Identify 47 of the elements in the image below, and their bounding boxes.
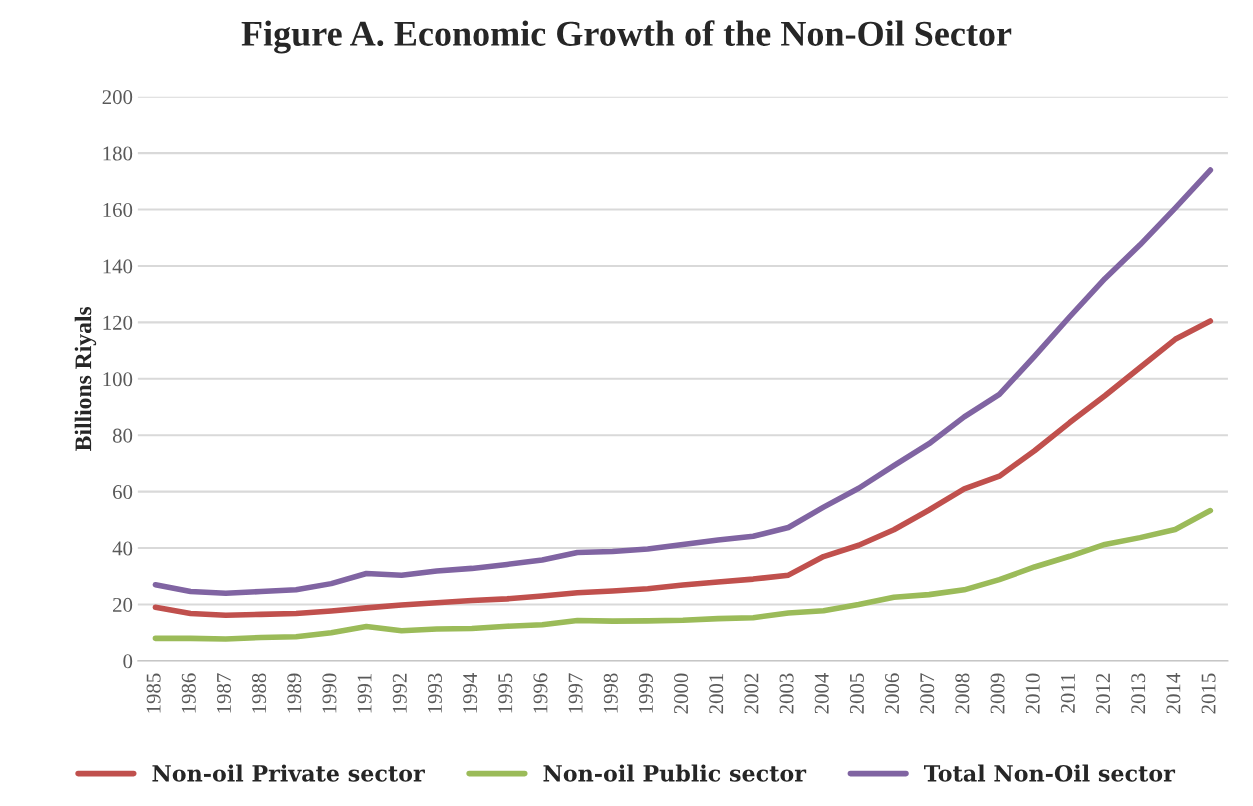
x-tick-label: 1999	[638, 673, 653, 713]
x-tick-label: 1994	[463, 673, 478, 713]
x-tick-label: 2015	[1201, 673, 1216, 714]
x-tick-label: 2008	[955, 673, 970, 714]
x-tick-label: 1995	[498, 673, 513, 713]
x-tick-label: 1987	[216, 673, 231, 713]
x-tick-label: 1992	[392, 673, 407, 713]
y-tick-label: 20	[113, 597, 133, 612]
y-tick-label: 100	[103, 372, 133, 387]
x-tick-label: 2009	[990, 673, 1005, 714]
x-tick-label: 2010	[1025, 673, 1040, 714]
x-tick-label: 1996	[533, 673, 548, 713]
x-tick-label: 2005	[849, 673, 864, 714]
x-tick-label: 1985	[146, 673, 161, 713]
y-tick-label: 40	[112, 541, 133, 556]
x-tick-label: 2003	[779, 673, 794, 714]
x-tick-label: 2004	[814, 673, 829, 714]
y-tick-label: 0	[123, 654, 133, 669]
x-tick-label: 1997	[568, 673, 583, 713]
y-tick-label: 80	[112, 428, 133, 443]
x-tick-label: 2006	[885, 673, 900, 714]
x-tick-label: 2011	[1060, 673, 1075, 713]
x-tick-label: 1993	[427, 673, 442, 713]
x-tick-label: 2000	[674, 673, 689, 714]
x-tick-label: 2014	[1166, 673, 1181, 714]
chart-title: Figure A. Economic Growth of the Non-Oil Sector	[241, 20, 1012, 54]
y-axis-title: Billions Riyals	[74, 306, 97, 451]
x-tick-label: 2007	[920, 673, 935, 714]
y-tick-label: 60	[113, 485, 133, 500]
legend-label: Non-oil Private sector	[152, 764, 425, 782]
x-tick-label: 2012	[1096, 673, 1111, 714]
x-tick-label: 1986	[181, 673, 196, 713]
legend-label: Total Non-Oil sector	[924, 764, 1176, 782]
x-tick-label: 2001	[709, 673, 724, 714]
x-tick-label: 1998	[603, 673, 618, 713]
x-tick-label: 1989	[287, 673, 302, 713]
x-tick-label: 1990	[322, 673, 337, 713]
y-tick-label: 160	[103, 202, 133, 217]
x-tick-label: 1991	[357, 673, 372, 713]
y-tick-label: 120	[103, 315, 133, 330]
x-tick-label: 1988	[252, 673, 267, 713]
y-tick-label: 140	[103, 259, 133, 274]
y-tick-label: 180	[103, 146, 133, 161]
x-tick-label: 2002	[744, 673, 759, 714]
x-tick-label: 2013	[1131, 673, 1146, 714]
legend-label: Non-oil Public sector	[543, 764, 807, 782]
y-tick-label: 200	[102, 90, 133, 105]
